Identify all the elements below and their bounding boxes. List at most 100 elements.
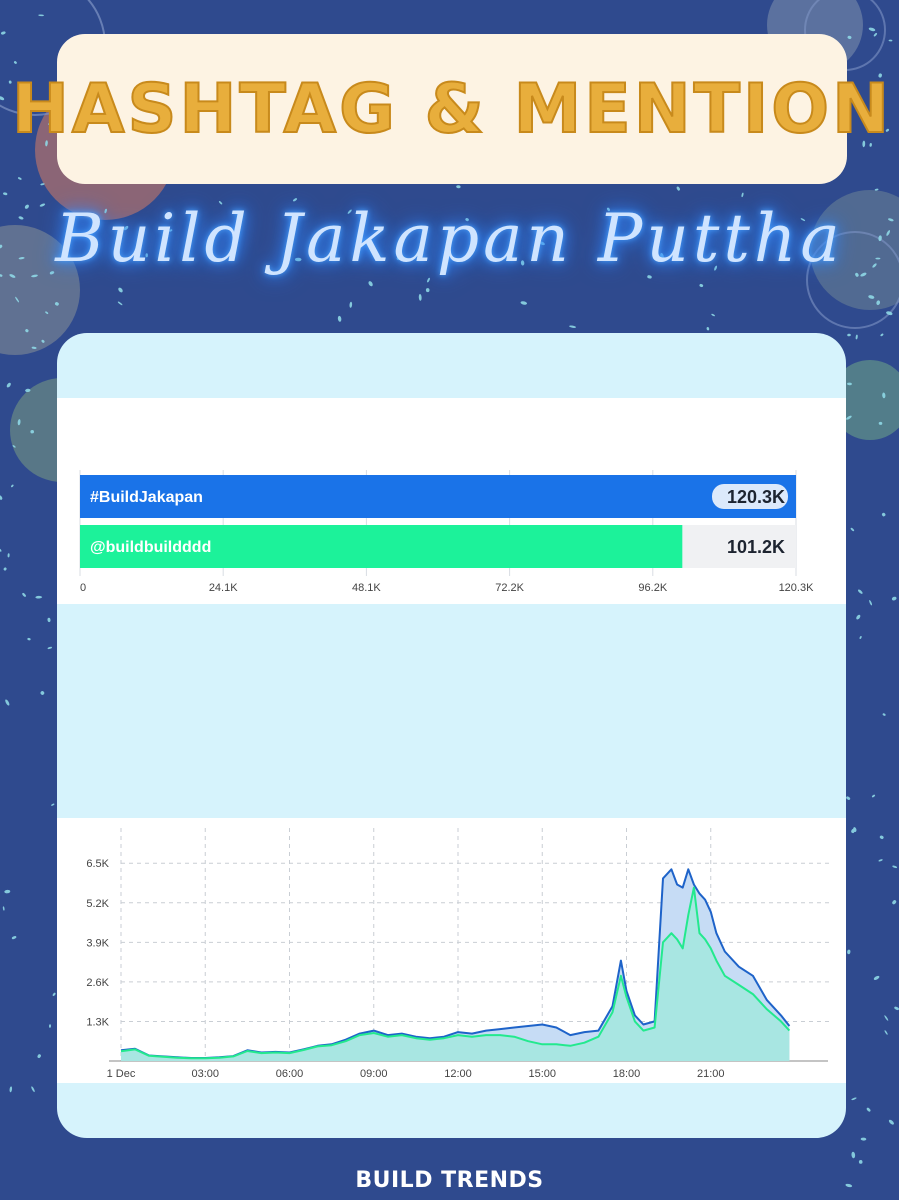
confetti-dot [396,256,401,261]
confetti-dot [15,296,20,303]
confetti-dot [520,301,528,305]
confetti-dot [41,339,45,343]
confetti-dot [871,794,876,798]
confetti-dot [888,1119,894,1125]
confetti-dot [0,244,3,249]
confetti-dot [418,294,422,301]
confetti-dot [37,1054,41,1059]
y-tick-label: 1.3K [86,1016,109,1028]
confetti-dot [851,1097,857,1101]
confetti-dot [606,207,611,212]
confetti-dot [52,992,56,997]
confetti-dot [347,209,352,214]
bar-chart: 0 24.1K 48.1K 72.2K 96.2K 120.3K #BuildJakapan… [79,470,815,594]
confetti-dot [25,329,29,333]
confetti-dot [35,595,42,599]
confetti-dot [859,636,862,639]
bar-value-label: 120.3K [727,487,785,507]
confetti-dot [847,949,851,955]
x-tick-label: 120.3K [779,582,815,594]
confetti-dot [847,382,852,386]
confetti-dot [145,253,148,258]
bar-value-label: 101.2K [727,537,785,557]
confetti-dot [18,216,24,220]
confetti-dot [800,218,806,222]
confetti-dot [51,803,55,806]
x-tick-label: 18:00 [613,1068,641,1080]
confetti-dot [17,419,21,426]
confetti-dot [874,188,879,191]
x-tick-label: 03:00 [191,1068,219,1080]
confetti-dot [2,906,5,911]
confetti-dot [45,140,48,147]
x-tick-label: 24.1K [209,582,238,594]
confetti-dot [9,1086,13,1093]
confetti-dot [40,691,45,695]
chart-panel: 0 24.1K 48.1K 72.2K 96.2K 120.3K #BuildJakapan… [57,333,846,1138]
confetti-dot [880,333,884,337]
confetti-dot [878,859,883,862]
confetti-dot [676,186,680,191]
confetti-dot [699,283,704,288]
confetti-dot [24,204,29,209]
x-tick-label: 15:00 [528,1068,556,1080]
confetti-dot [853,827,857,833]
confetti-dot [868,295,875,299]
page-subtitle: Build Jakapan Puttha [55,200,844,277]
confetti-dot [878,104,882,110]
x-tick-label: 48.1K [352,582,381,594]
x-tick-label: 21:00 [697,1068,725,1080]
confetti-dot [847,35,852,40]
confetti-dot [869,600,873,606]
confetti-dot [39,203,46,207]
decor-ring [806,231,899,329]
confetti-dot [862,140,866,148]
confetti-dot [425,288,430,293]
x-tick-label: 0 [80,582,86,594]
value-pill [712,484,788,509]
confetti-dot [0,548,2,552]
confetti-dot [891,596,897,601]
confetti-dot [47,617,51,623]
confetti-dot [872,263,877,268]
x-tick-label: 09:00 [360,1068,388,1080]
confetti-dot [845,1183,853,1188]
decor-bubble-slate [810,190,899,310]
x-tick-label: 12:00 [444,1068,472,1080]
confetti-dot [0,274,3,277]
confetti-dot [714,265,718,271]
confetti-dot [104,208,107,214]
confetti-dot [17,177,22,180]
confetti-dot [882,713,886,716]
confetti-dot [884,1015,889,1021]
confetti-dot [292,198,298,202]
area-chart-box: 1.3K 2.6K 3.9K 5.2K 6.5K 1 Dec 03:00 06:00 09:00… [57,818,846,1083]
confetti-dot [881,512,886,517]
x-tick-label: 96.2K [638,582,667,594]
confetti-dot [13,61,17,64]
confetti-dot [569,325,577,328]
confetti-dot [465,218,469,222]
confetti-dot [47,646,53,650]
y-tick-label: 6.5K [86,858,109,870]
series-area [121,887,790,1061]
confetti-dot [855,272,859,277]
confetti-dot [9,274,16,278]
x-tick-label: 72.2K [495,582,524,594]
confetti-dot [3,192,8,196]
confetti-dot [5,699,10,706]
series-line [120,886,791,1060]
y-tick-label: 3.9K [86,937,109,949]
confetti-dot [869,143,872,147]
confetti-dot [520,260,525,266]
confetti-dot [31,274,38,278]
bar-chart-box: 0 24.1K 48.1K 72.2K 96.2K 120.3K #BuildJakapan… [57,398,846,604]
y-tick-label: 2.6K [86,977,109,989]
page-title: HASHTAG & MENTION [11,69,893,150]
confetti-dot [169,229,173,232]
confetti-dot [48,1024,52,1028]
confetti-dot [878,73,882,78]
confetti-dot [846,415,852,420]
confetti-dot [888,39,893,42]
confetti-dot [647,275,652,279]
